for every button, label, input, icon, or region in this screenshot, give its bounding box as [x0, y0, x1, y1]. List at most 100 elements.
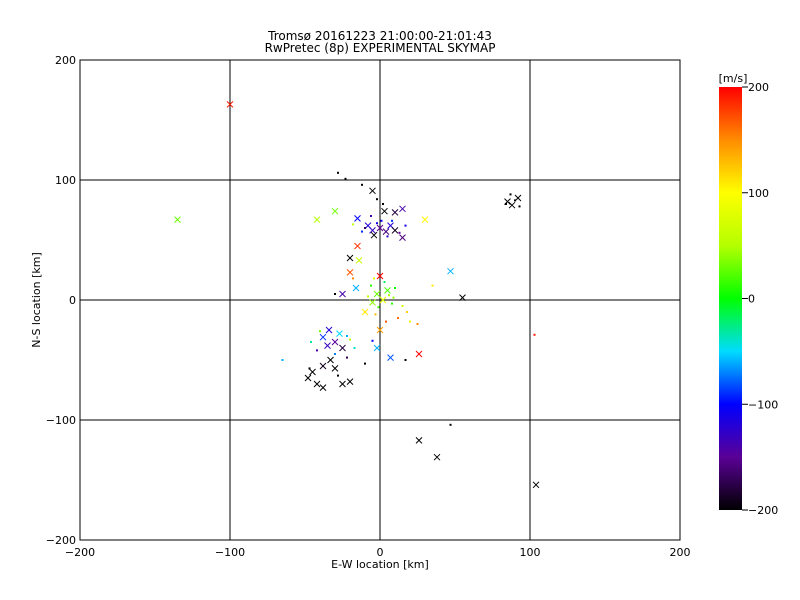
data-point-cross [376, 326, 384, 334]
data-point-dot [349, 338, 351, 341]
data-point-stroke [324, 342, 331, 349]
data-point-stroke [313, 380, 321, 388]
axis-ticks: −200 −100 0 100 200 −200 −100 0 100 200 [46, 54, 691, 559]
grid-lines [80, 60, 680, 540]
data-point-dot [382, 203, 384, 205]
colorbar-ticks: 200 100 0 −100 −200 [742, 81, 778, 517]
data-point-stroke [381, 207, 388, 215]
data-point-dot [352, 223, 354, 226]
data-point-dot [514, 199, 516, 202]
data-point-stroke [174, 216, 181, 223]
data-point-dot [373, 277, 375, 280]
data-point-dot [404, 224, 407, 227]
data-point-stroke [415, 350, 423, 358]
data-point-stroke [459, 294, 466, 301]
data-point-stroke [369, 227, 376, 234]
data-point-cross [346, 378, 354, 385]
data-point-cross [352, 284, 360, 292]
data-point-cross [354, 215, 361, 222]
data-point-stroke [399, 205, 406, 213]
data-point-stroke [355, 257, 363, 264]
data-point-dot [364, 227, 366, 229]
data-point-dot [370, 215, 372, 217]
x-tick-label: 200 [670, 546, 691, 559]
data-point-stroke [373, 344, 381, 352]
data-point-dot [449, 423, 452, 426]
data-point-dot [346, 335, 348, 337]
data-point-dot [391, 219, 393, 222]
data-point-stroke [327, 356, 334, 364]
data-point-cross [331, 365, 339, 372]
data-point-stroke [369, 299, 376, 306]
data-point-cross [373, 290, 381, 298]
data-point-cross [379, 296, 387, 304]
data-point-stroke [309, 368, 316, 376]
data-point-stroke [415, 437, 423, 444]
data-point-cross [387, 354, 394, 361]
data-point-dot [509, 193, 512, 196]
data-point-dot [374, 313, 377, 316]
x-tick-label: 0 [377, 546, 384, 559]
data-point-cross [346, 269, 354, 276]
data-point-stroke [361, 308, 369, 316]
data-point-stroke [325, 326, 333, 334]
data-point-dot [533, 333, 536, 336]
data-point-cross [354, 242, 361, 250]
data-point-stroke [376, 224, 384, 232]
data-point-dot [380, 219, 383, 222]
data-point-cross [313, 216, 321, 223]
data-point-cross [346, 254, 354, 262]
data-point-dot [505, 203, 507, 205]
data-point-cross [459, 294, 466, 301]
data-point-cross [226, 101, 234, 108]
data-point-dot [385, 320, 387, 323]
data-point-cross [399, 234, 406, 241]
data-point-dot [377, 306, 380, 309]
data-point-dot [316, 349, 318, 352]
data-point-dot [392, 296, 395, 299]
data-point-cross [355, 257, 363, 264]
colorbar-tick-label: 100 [748, 187, 769, 200]
y-tick-label: 200 [55, 54, 76, 67]
data-point-dot [391, 302, 393, 305]
data-point-stroke [369, 187, 376, 195]
data-point-cross [391, 209, 399, 216]
colorbar-tick-label: 200 [748, 81, 769, 94]
data-point-stroke [376, 326, 384, 334]
colorbar-tick-label: −100 [748, 398, 778, 411]
data-point-dot [416, 323, 419, 325]
data-point-stroke [387, 222, 394, 229]
data-point-dot [308, 367, 311, 370]
data-point-cross [369, 227, 376, 234]
data-point-cross [319, 384, 327, 391]
data-point-cross [508, 201, 516, 209]
data-point-stroke [447, 267, 454, 275]
chart-title: Tromsø 20161223 21:00:00-21:01:43 [268, 29, 492, 43]
data-point-dot [352, 277, 354, 280]
data-point-cross [447, 267, 454, 275]
data-point-dot [518, 205, 521, 208]
data-point-cross [325, 326, 333, 334]
data-point-dot [281, 359, 284, 361]
data-point-cross [369, 299, 376, 306]
data-point-cross [376, 272, 384, 280]
data-point-stroke [391, 209, 399, 216]
data-point-cross [319, 333, 327, 341]
data-point-stroke [346, 269, 354, 276]
data-point-cross [324, 342, 331, 349]
data-point-stroke [532, 481, 540, 489]
data-point-cross [376, 224, 384, 232]
data-point-stroke [379, 296, 387, 304]
data-point-dot [376, 222, 378, 225]
data-point-cross [382, 228, 390, 235]
data-point-cross [381, 207, 388, 215]
data-point-stroke [382, 228, 390, 235]
data-point-dot [337, 374, 339, 377]
data-points [174, 101, 540, 489]
data-point-cross [339, 290, 346, 298]
data-point-dot [386, 235, 389, 238]
data-point-stroke [346, 378, 354, 385]
data-point-stroke [399, 234, 406, 241]
data-point-dot [401, 305, 404, 307]
data-point-cross [331, 207, 339, 215]
